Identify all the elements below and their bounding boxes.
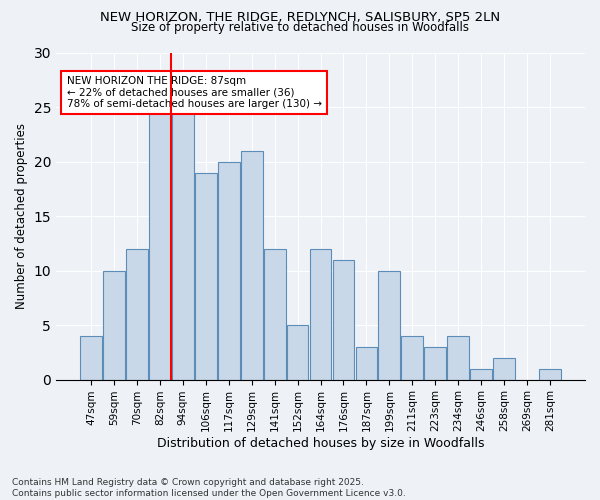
Bar — [149, 108, 171, 380]
Bar — [241, 151, 263, 380]
Bar — [264, 249, 286, 380]
Bar — [172, 108, 194, 380]
Bar — [310, 249, 331, 380]
Bar — [80, 336, 102, 380]
Bar — [493, 358, 515, 380]
Bar — [448, 336, 469, 380]
Bar — [287, 325, 308, 380]
Bar — [539, 368, 561, 380]
Bar — [401, 336, 423, 380]
Bar — [379, 270, 400, 380]
Bar — [356, 347, 377, 380]
Bar — [195, 173, 217, 380]
Bar — [470, 368, 492, 380]
Bar — [424, 347, 446, 380]
Bar — [218, 162, 239, 380]
Bar — [126, 249, 148, 380]
Bar — [103, 270, 125, 380]
Text: NEW HORIZON, THE RIDGE, REDLYNCH, SALISBURY, SP5 2LN: NEW HORIZON, THE RIDGE, REDLYNCH, SALISB… — [100, 11, 500, 24]
Text: Contains HM Land Registry data © Crown copyright and database right 2025.
Contai: Contains HM Land Registry data © Crown c… — [12, 478, 406, 498]
Bar — [332, 260, 355, 380]
Text: Size of property relative to detached houses in Woodfalls: Size of property relative to detached ho… — [131, 22, 469, 35]
Y-axis label: Number of detached properties: Number of detached properties — [15, 124, 28, 310]
Text: NEW HORIZON THE RIDGE: 87sqm
← 22% of detached houses are smaller (36)
78% of se: NEW HORIZON THE RIDGE: 87sqm ← 22% of de… — [67, 76, 322, 109]
X-axis label: Distribution of detached houses by size in Woodfalls: Distribution of detached houses by size … — [157, 437, 484, 450]
